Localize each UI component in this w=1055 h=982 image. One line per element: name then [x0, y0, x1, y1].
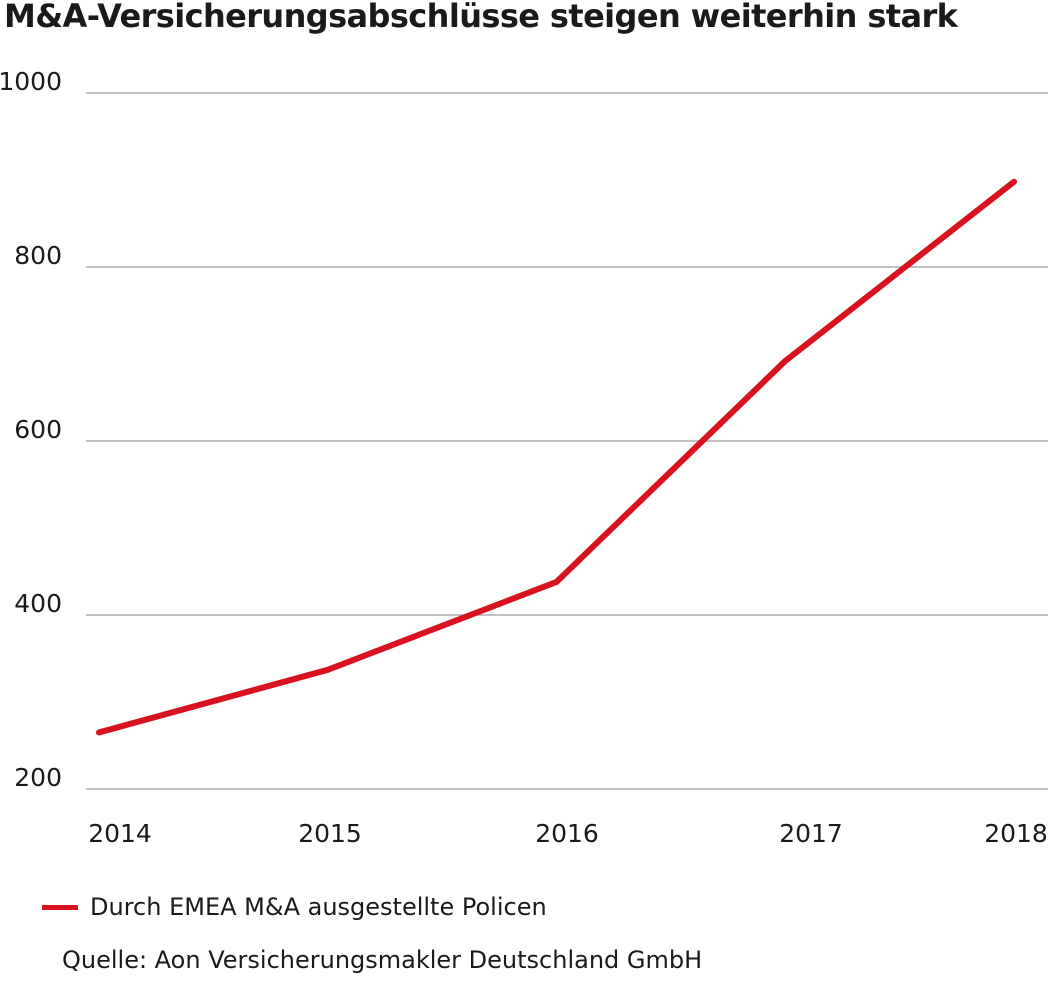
legend-label: Durch EMEA M&A ausgestellte Policen [90, 893, 547, 921]
legend-swatch-line [42, 904, 78, 910]
line-chart: 1000 800 600 400 200 2014 2015 2016 2017 2018 [0, 67, 1048, 848]
y-tick-label: 1000 [0, 67, 62, 96]
gridlines [86, 92, 1048, 790]
x-axis-tick-labels: 2014 2015 2016 2017 2018 [88, 819, 1048, 848]
y-tick-label: 400 [14, 589, 62, 618]
x-tick-label: 2016 [535, 819, 599, 848]
y-tick-label: 800 [14, 241, 62, 270]
x-tick-label: 2015 [298, 819, 362, 848]
y-tick-label: 200 [14, 763, 62, 792]
series-line-0 [96, 178, 1017, 736]
series-layer [96, 178, 1017, 736]
y-axis-tick-labels: 1000 800 600 400 200 [0, 67, 62, 792]
chart-title: M&A-Versicherungsabschlüsse steigen weit… [4, 0, 958, 35]
legend: Durch EMEA M&A ausgestellte Policen [42, 893, 547, 921]
y-tick-label: 600 [14, 415, 62, 444]
x-tick-label: 2014 [88, 819, 152, 848]
x-tick-label: 2018 [984, 819, 1048, 848]
x-tick-label: 2017 [779, 819, 843, 848]
source-note: Quelle: Aon Versicherungsmakler Deutschl… [62, 946, 703, 974]
